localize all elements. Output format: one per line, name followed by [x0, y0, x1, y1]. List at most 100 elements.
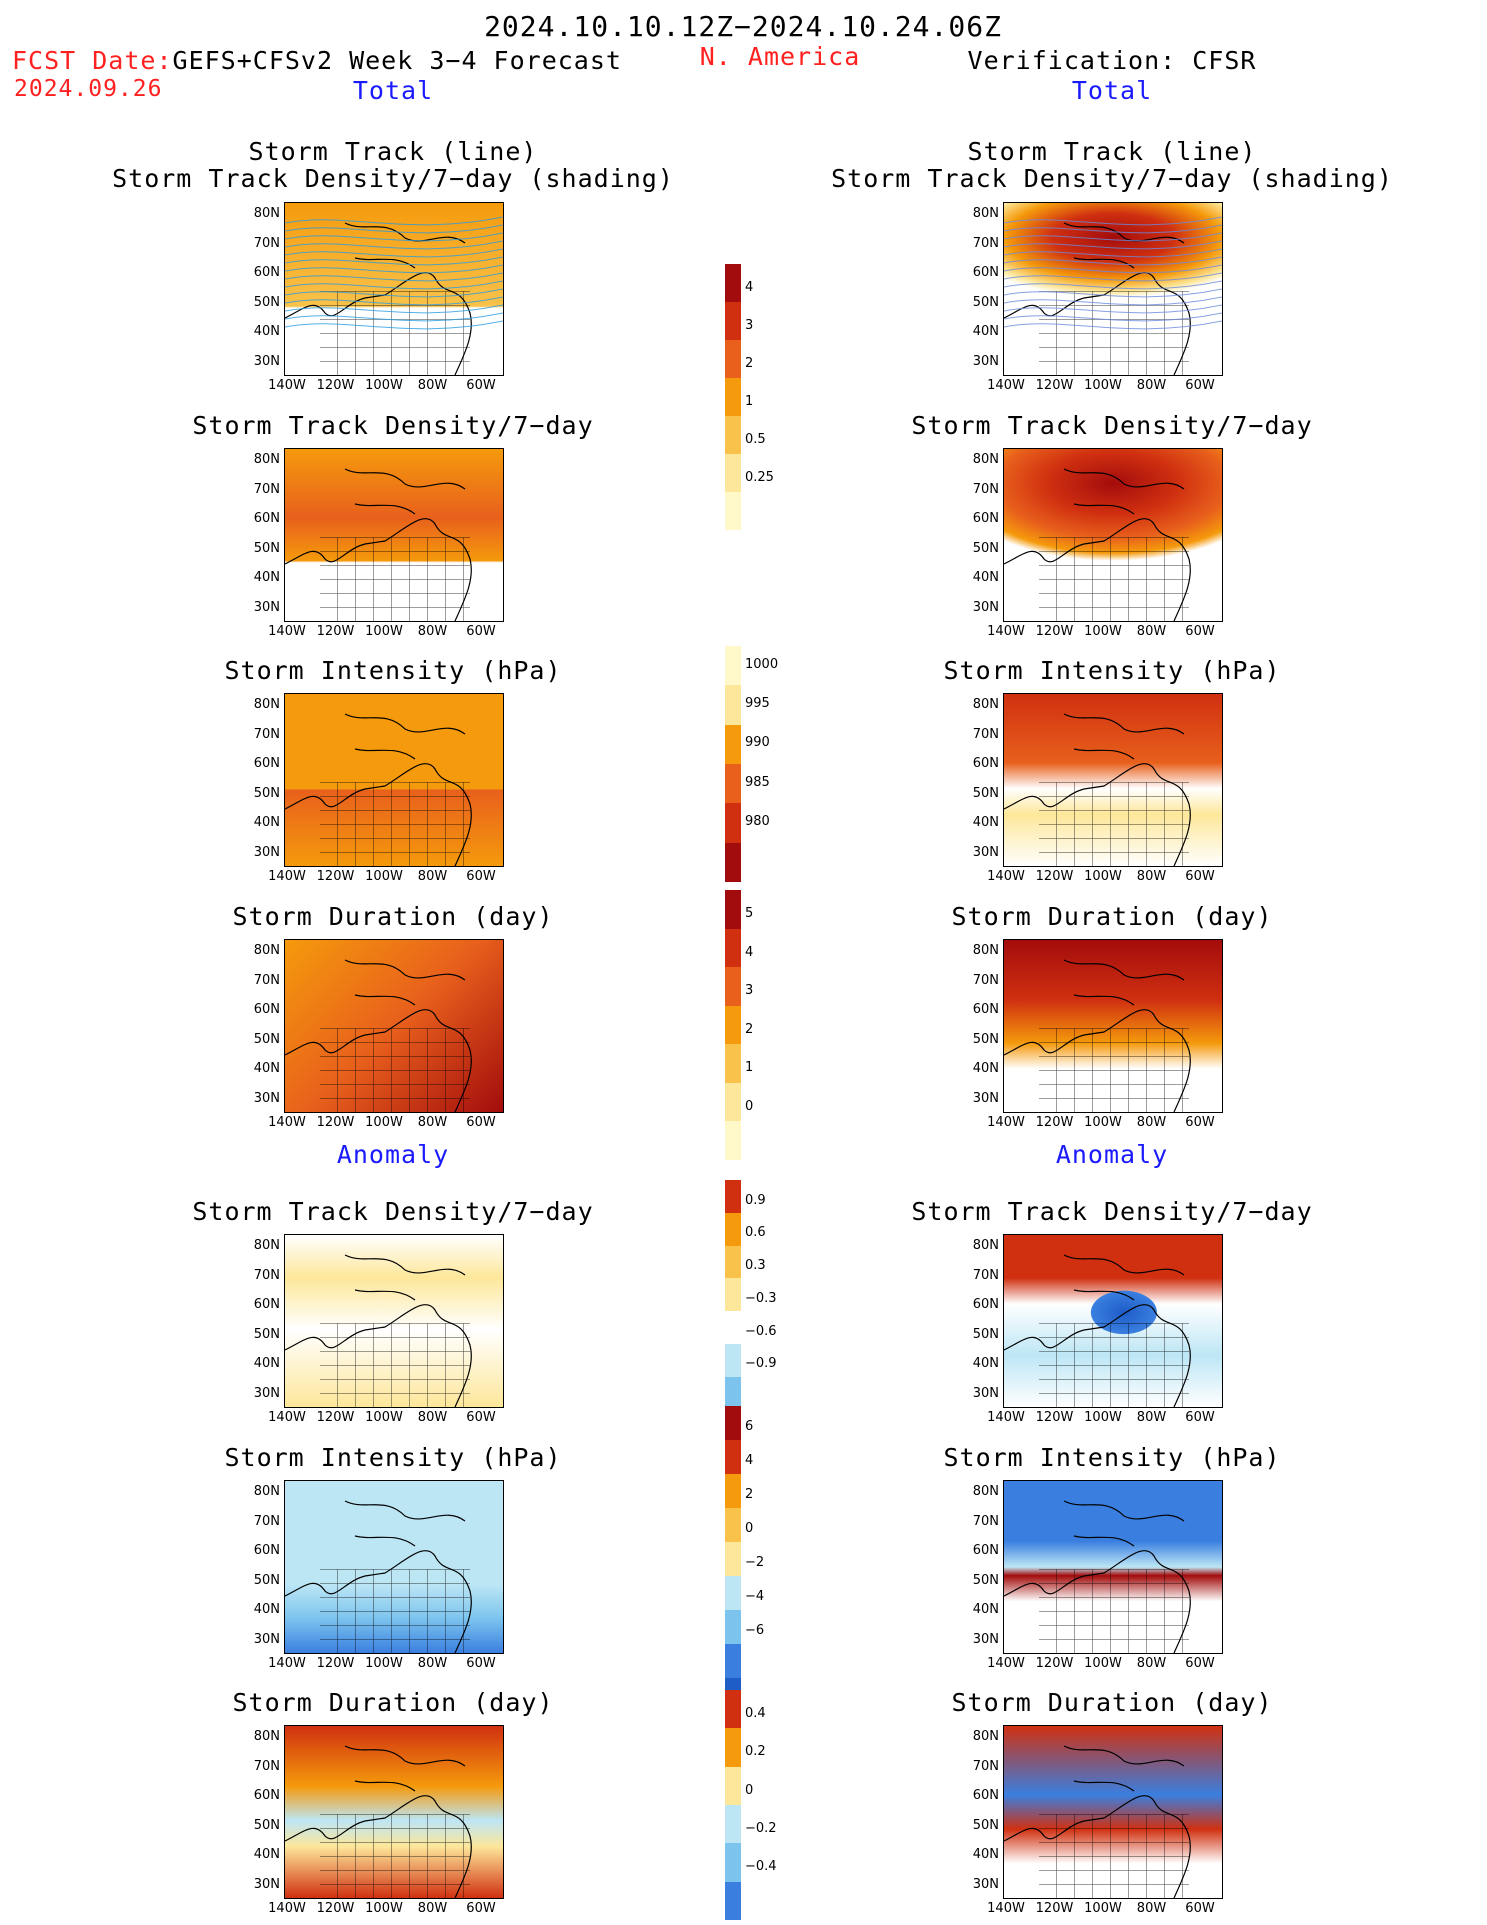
lat-label: 50N	[253, 1572, 280, 1588]
colorbar-label: 985	[745, 774, 770, 790]
lat-label: 80N	[972, 206, 999, 221]
lon-label: 100W	[365, 1656, 403, 1671]
lon-label: 80W	[417, 1901, 448, 1916]
lon-label: 60W	[466, 869, 496, 884]
lat-label: 80N	[972, 452, 999, 467]
colorbar-segment	[725, 1440, 741, 1474]
colorbar-label: 3	[745, 983, 754, 999]
colorbar-label: 0.3	[745, 1258, 766, 1274]
colorbar-segment	[725, 1728, 741, 1767]
lon-label: 140W	[268, 1656, 306, 1671]
lat-label: 50N	[253, 1326, 280, 1342]
lon-label: 60W	[1185, 1410, 1215, 1425]
lat-label: 60N	[972, 1297, 999, 1312]
lon-label: 80W	[1136, 1901, 1167, 1916]
lat-label: 30N	[972, 599, 999, 615]
colorbar-label: 3	[745, 317, 754, 333]
cfsr-duration-anom-title-1: Storm Duration (day)	[951, 1688, 1273, 1717]
lat-label: 60N	[972, 756, 999, 771]
lat-label: 70N	[253, 1267, 280, 1283]
fcst-density-title-1: Storm Track Density/7−day	[192, 411, 594, 440]
lat-label: 50N	[972, 785, 999, 801]
lon-label: 120W	[316, 1115, 355, 1130]
lon-label: 80W	[417, 624, 448, 639]
colorbar-label: 980	[745, 813, 770, 829]
colorbar-segment	[725, 685, 741, 725]
lat-label: 50N	[972, 1031, 999, 1047]
fcst-duration-anom-title-1: Storm Duration (day)	[232, 1688, 554, 1717]
colorbar-segment	[725, 1180, 741, 1213]
fcst-duration-map	[284, 939, 504, 1113]
lat-label: 60N	[972, 511, 999, 526]
lon-label: 80W	[1136, 1656, 1167, 1671]
total-left-label: Total	[352, 76, 434, 105]
lon-label: 80W	[1136, 869, 1167, 884]
model-name: GEFS+CFSv2 Week 3−4 Forecast	[172, 46, 622, 75]
colorbar-segment	[725, 1881, 741, 1920]
lat-label: 30N	[253, 1090, 280, 1106]
lat-label: 40N	[253, 1356, 280, 1371]
colorbar-label: −0.9	[745, 1356, 777, 1372]
colorbar-segment	[725, 842, 741, 882]
cfsr-intensity-anom-title-1: Storm Intensity (hPa)	[943, 1443, 1281, 1472]
lat-label: 50N	[972, 1572, 999, 1588]
coastline	[285, 1745, 472, 1898]
lat-label: 30N	[253, 353, 280, 369]
lat-label: 80N	[253, 943, 280, 958]
lat-label: 30N	[253, 844, 280, 860]
colorbar-segment	[725, 1474, 741, 1508]
lon-label: 140W	[268, 1410, 306, 1425]
fcst-storm-track-title-2: Storm Track Density/7−day (shading)	[112, 164, 674, 193]
colorbar-label: −0.3	[745, 1290, 777, 1306]
lat-label: 60N	[253, 1788, 280, 1803]
lon-label: 80W	[417, 869, 448, 884]
lat-label: 50N	[253, 785, 280, 801]
fcst-duration-title-1: Storm Duration (day)	[232, 902, 554, 931]
fcst-intensity-anom-map	[284, 1480, 504, 1654]
lat-label: 30N	[972, 1090, 999, 1106]
colorbar-label: 0.6	[745, 1225, 766, 1241]
colorbar-segment	[725, 967, 741, 1006]
colorbar-segment	[725, 1610, 741, 1644]
lat-label: 60N	[253, 1543, 280, 1558]
lat-label: 40N	[253, 1602, 280, 1617]
lat-label: 80N	[253, 1729, 280, 1744]
lat-label: 60N	[253, 1297, 280, 1312]
lat-label: 80N	[972, 943, 999, 958]
lat-label: 30N	[972, 353, 999, 369]
coastline	[1004, 216, 1222, 375]
lat-label: 70N	[972, 1513, 999, 1529]
fcst-density-map	[284, 448, 504, 622]
colorbar-segment	[725, 1508, 741, 1542]
colorbar-label: 0	[745, 1782, 754, 1798]
colorbar-segment	[725, 1005, 741, 1045]
colorbar-segment	[725, 340, 741, 378]
lon-label: 140W	[268, 1901, 306, 1916]
colorbar-segment	[725, 1542, 741, 1576]
fcst-density-anom-title-1: Storm Track Density/7−day	[192, 1197, 594, 1226]
lon-label: 120W	[316, 1656, 355, 1671]
lon-label: 100W	[365, 1901, 403, 1916]
colorbar-segment	[725, 492, 741, 530]
lat-label: 30N	[253, 599, 280, 615]
colorbar-segment	[725, 1804, 741, 1844]
lon-label: 60W	[1185, 378, 1215, 393]
lat-label: 70N	[253, 726, 280, 742]
lat-label: 80N	[972, 1484, 999, 1499]
cfsr-density-anom-map	[1003, 1234, 1223, 1408]
colorbar-segment	[725, 1044, 741, 1083]
lat-label: 60N	[253, 511, 280, 526]
colorbar-segment	[725, 302, 741, 340]
lon-label: 140W	[268, 869, 306, 884]
colorbar-segment	[725, 890, 741, 929]
colorbar-segment	[725, 1376, 741, 1410]
lon-label: 60W	[1185, 624, 1215, 639]
us-state-grid	[1039, 1814, 1189, 1898]
lat-label: 60N	[972, 1002, 999, 1017]
colorbar-segment	[725, 1245, 741, 1279]
fcst-density-anom-map	[284, 1234, 504, 1408]
lon-label: 100W	[1084, 1410, 1122, 1425]
lon-label: 140W	[268, 1115, 306, 1130]
colorbar-label: 4	[745, 1453, 754, 1469]
lat-label: 60N	[972, 265, 999, 280]
